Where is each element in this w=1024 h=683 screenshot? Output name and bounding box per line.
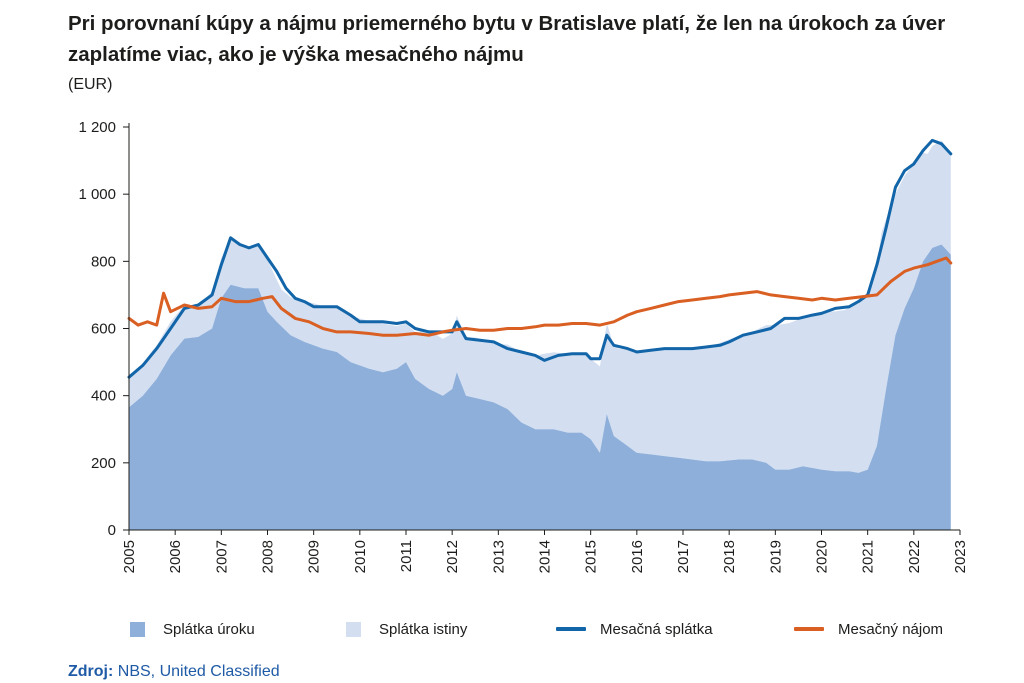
legend-label-rent: Mesačný nájom [838, 620, 944, 638]
y-tick-label: 200 [91, 455, 116, 472]
legend-item-principal: Splátka istiny [346, 617, 467, 641]
x-tick-label: 2015 [583, 540, 600, 573]
legend-item-interest: Splátka úroku [130, 617, 255, 641]
legend-swatch-interest [130, 621, 145, 637]
x-tick-label: 2014 [537, 540, 554, 573]
legend-swatch-payment [556, 627, 586, 631]
line-payment [127, 138, 953, 379]
x-tick-label: 2010 [352, 540, 369, 573]
y-tick-label: 800 [91, 253, 116, 270]
y-tick-label: 1 200 [78, 119, 116, 136]
unit-label: (EUR) [68, 76, 113, 93]
y-tick-label: 1 000 [78, 186, 116, 203]
x-tick-label: 2022 [906, 540, 923, 573]
legend-swatch-rent [794, 627, 824, 631]
legend-swatch-principal [346, 621, 361, 637]
source-text: NBS, United Classified [117, 663, 280, 680]
x-tick-label: 2005 [121, 540, 138, 573]
line-rent [127, 256, 953, 337]
x-tick-label: 2013 [490, 540, 507, 573]
x-tick-label: 2018 [721, 540, 738, 573]
x-tick-label: 2012 [444, 540, 461, 573]
source-note: Zdroj: NBS, United Classified [68, 663, 280, 681]
x-tick-label: 2006 [167, 540, 184, 573]
legend-label-payment: Mesačná splátka [600, 620, 713, 638]
x-tick-label: 2008 [260, 540, 277, 573]
source-label: Zdroj: [68, 663, 114, 680]
legend-label-principal: Splátka istiny [379, 620, 468, 638]
x-tick-label: 2019 [767, 540, 784, 573]
axes-layer: 0 200 400 600 800 1 000 1 200 2005 2006 2007 2008 2… [78, 119, 969, 573]
x-tick-label: 2016 [629, 540, 646, 573]
y-tick-label: 600 [91, 321, 116, 338]
x-tick-label: 2021 [860, 540, 877, 573]
x-tick-label: 2020 [814, 540, 831, 573]
y-tick-label: 0 [108, 522, 116, 539]
y-tick-label: 400 [91, 388, 116, 405]
x-tick-label: 2023 [952, 540, 969, 573]
legend: Splátka úroku Splátka istiny Mesačná spl… [0, 617, 1024, 641]
legend-item-rent: Mesačný nájom [794, 617, 943, 641]
line-layer [127, 138, 953, 379]
area-interest [129, 244, 951, 530]
legend-item-payment: Mesačná splátka [556, 617, 713, 641]
x-tick-label: 2011 [398, 540, 415, 572]
chart-title: Pri porovnaní kúpy a nájmu priemerného b… [68, 12, 946, 66]
x-tick-label: 2009 [306, 540, 323, 573]
x-tick-label: 2007 [213, 540, 230, 573]
x-tick-label: 2017 [675, 540, 692, 573]
area-layer [129, 140, 951, 530]
legend-label-interest: Splátka úroku [163, 620, 255, 638]
area-principal [129, 140, 951, 473]
